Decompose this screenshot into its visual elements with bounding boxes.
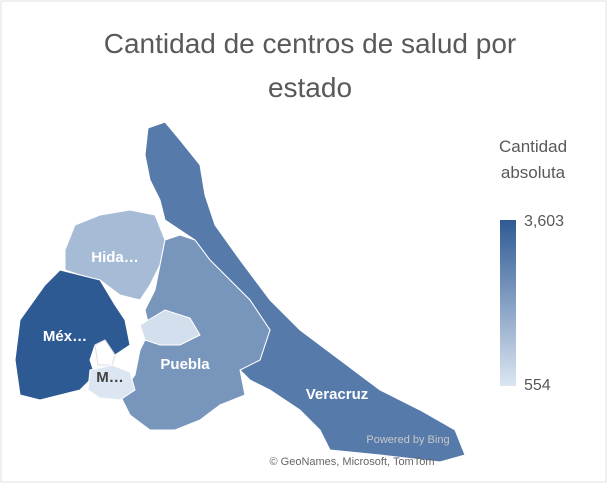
attribution: © GeoNames, Microsoft, TomTom <box>270 456 435 468</box>
region-label: Veracruz <box>306 386 369 403</box>
region-label: Méx… <box>43 328 87 345</box>
legend-gradient <box>500 220 516 386</box>
region <box>144 121 466 463</box>
legend-title: Cantidad absoluta <box>498 137 568 182</box>
chart-title: Cantidad de centros de salud por estado <box>104 28 517 103</box>
region <box>87 364 136 401</box>
powered-by: Powered by Bing <box>366 434 449 446</box>
region-label: Hida… <box>91 249 139 266</box>
region-label: Puebla <box>160 356 210 373</box>
regions <box>14 121 466 463</box>
region-label: M… <box>96 369 124 386</box>
legend-tick-label: 3,603 <box>524 213 564 230</box>
legend-tick-label: 554 <box>524 377 551 394</box>
city-area <box>94 339 116 366</box>
region <box>139 309 201 346</box>
